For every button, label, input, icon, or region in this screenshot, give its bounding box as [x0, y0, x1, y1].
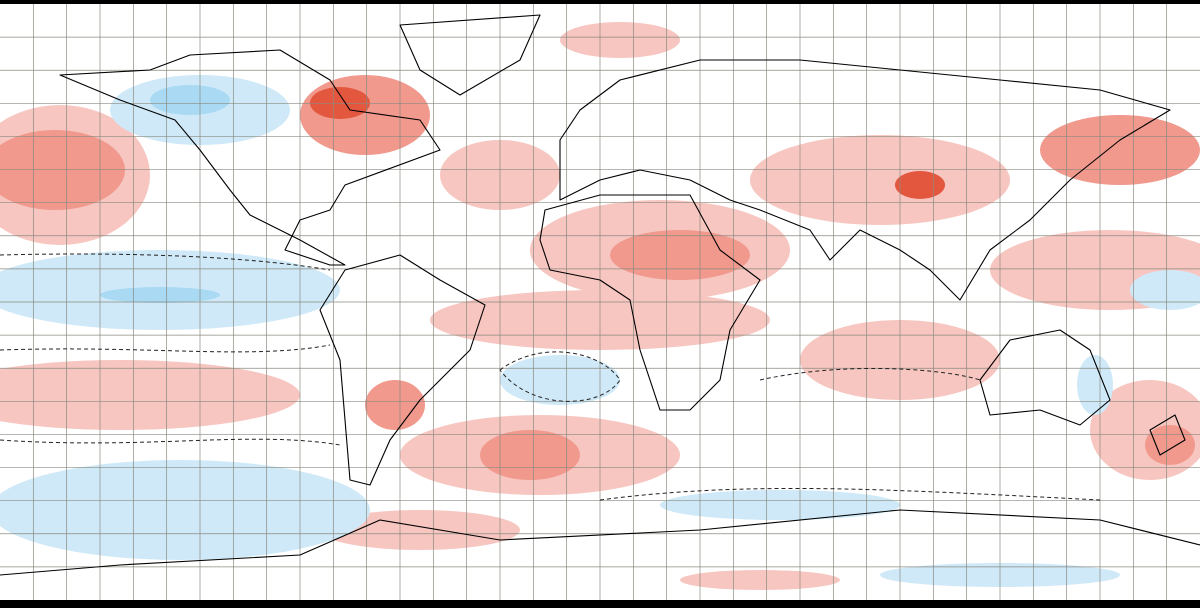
coastline — [59, 49, 441, 266]
warm-region — [1040, 115, 1200, 185]
cold-anomalies — [0, 75, 1200, 587]
coastline — [979, 329, 1111, 426]
cold-region — [1130, 270, 1200, 310]
coastline — [319, 254, 486, 486]
cold-region — [150, 85, 230, 115]
contour — [499, 351, 621, 402]
warm-region — [0, 360, 300, 430]
contour — [0, 344, 331, 353]
warm-region — [895, 171, 945, 199]
contour — [759, 367, 981, 381]
contour — [0, 438, 341, 446]
cold-region — [0, 460, 370, 560]
zero-contours — [0, 253, 1101, 501]
coastline — [559, 59, 1171, 301]
coastline — [0, 509, 1200, 576]
warm-region — [480, 430, 580, 480]
warm-region — [1145, 425, 1195, 465]
coastline — [399, 14, 541, 96]
warm-region — [320, 510, 520, 550]
warm-region — [610, 230, 750, 280]
coastlines — [0, 14, 1200, 576]
cold-region — [660, 490, 900, 520]
contour — [599, 487, 1101, 501]
cold-region — [100, 287, 220, 303]
warm-region — [0, 130, 125, 210]
bottom-border — [0, 600, 1200, 608]
cold-region — [500, 355, 620, 405]
warm-region — [300, 75, 430, 155]
top-border — [0, 0, 1200, 4]
warm-region — [680, 570, 840, 590]
warm-region — [750, 135, 1010, 225]
contour — [0, 253, 331, 271]
warm-region — [365, 380, 425, 430]
coastline — [1149, 414, 1186, 456]
warm-region — [560, 22, 680, 58]
graticule — [0, 4, 1200, 600]
cold-region — [1077, 355, 1113, 415]
coastline — [539, 194, 761, 411]
